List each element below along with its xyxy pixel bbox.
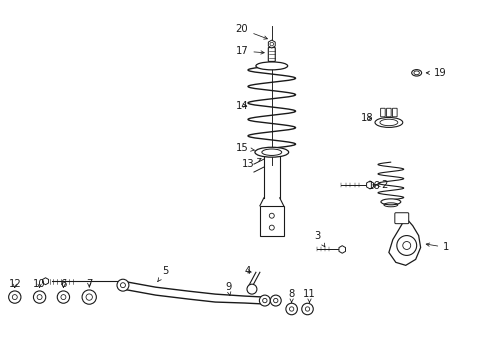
- Text: 13: 13: [241, 158, 261, 169]
- Circle shape: [269, 225, 274, 230]
- Text: 8: 8: [288, 289, 294, 302]
- Circle shape: [273, 298, 277, 303]
- Circle shape: [117, 279, 129, 291]
- Circle shape: [269, 213, 274, 218]
- Circle shape: [120, 283, 125, 288]
- Circle shape: [57, 291, 69, 303]
- Text: 6: 6: [60, 279, 66, 289]
- Circle shape: [285, 303, 297, 315]
- Ellipse shape: [254, 147, 288, 157]
- Circle shape: [246, 284, 256, 294]
- Text: 3: 3: [314, 230, 324, 247]
- Circle shape: [9, 291, 21, 303]
- Circle shape: [301, 303, 313, 315]
- Text: 18: 18: [360, 113, 373, 123]
- Text: 10: 10: [33, 279, 46, 289]
- Circle shape: [12, 294, 17, 300]
- Ellipse shape: [411, 69, 421, 76]
- Polygon shape: [338, 246, 345, 253]
- Polygon shape: [259, 206, 283, 235]
- FancyBboxPatch shape: [380, 108, 385, 117]
- FancyBboxPatch shape: [392, 108, 396, 117]
- Circle shape: [33, 291, 46, 303]
- Circle shape: [37, 294, 42, 300]
- Circle shape: [289, 307, 293, 311]
- Text: 19: 19: [426, 68, 446, 78]
- Circle shape: [82, 290, 96, 304]
- Text: 14: 14: [235, 100, 248, 111]
- Polygon shape: [42, 278, 48, 285]
- FancyBboxPatch shape: [268, 48, 275, 62]
- Text: 9: 9: [224, 282, 231, 295]
- Circle shape: [402, 242, 410, 249]
- Circle shape: [396, 235, 416, 255]
- Circle shape: [305, 307, 309, 311]
- Polygon shape: [268, 40, 275, 48]
- Text: 17: 17: [235, 46, 264, 56]
- Ellipse shape: [374, 117, 402, 127]
- Polygon shape: [388, 218, 420, 265]
- Text: 15: 15: [235, 143, 254, 153]
- Circle shape: [270, 295, 281, 306]
- Text: 20: 20: [235, 24, 267, 39]
- Text: 5: 5: [158, 266, 168, 282]
- Circle shape: [269, 42, 273, 46]
- Circle shape: [86, 294, 92, 300]
- Text: 7: 7: [86, 279, 92, 289]
- Circle shape: [61, 294, 66, 300]
- FancyBboxPatch shape: [386, 108, 390, 117]
- Text: 2: 2: [375, 180, 387, 190]
- Text: 1: 1: [426, 243, 448, 252]
- Text: 16: 16: [367, 181, 380, 191]
- Text: 4: 4: [244, 266, 251, 276]
- Text: 12: 12: [8, 279, 21, 289]
- Polygon shape: [366, 181, 373, 189]
- Ellipse shape: [255, 62, 287, 70]
- Circle shape: [259, 295, 270, 306]
- FancyBboxPatch shape: [394, 213, 408, 224]
- Ellipse shape: [380, 199, 400, 205]
- Text: 11: 11: [303, 289, 315, 302]
- Circle shape: [262, 298, 266, 303]
